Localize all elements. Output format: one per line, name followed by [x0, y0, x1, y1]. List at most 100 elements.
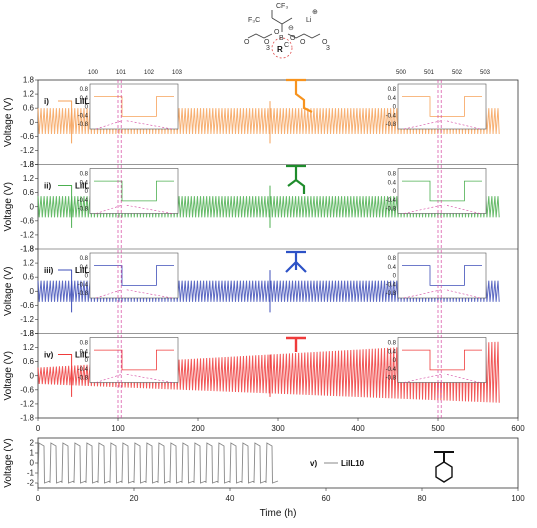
- y-tick-label: -1.2: [20, 230, 34, 239]
- y-tick-label: 1.2: [23, 174, 35, 183]
- y-tick-label: -1: [27, 469, 35, 478]
- inset-connector: [403, 373, 443, 383]
- inset-frame: [89, 83, 179, 130]
- inset-trace: [402, 349, 482, 371]
- inset-x-tick-label: 500: [396, 70, 407, 76]
- inset-y-tick-label: -0.8: [386, 207, 397, 213]
- x-tick-label: 600: [511, 424, 525, 433]
- substituent-icon-v: [434, 451, 454, 483]
- inset-y-tick-label: 0: [393, 189, 397, 195]
- inset-y-tick-label: 0: [85, 274, 89, 280]
- inset-y-tick-label: -0.4: [78, 282, 89, 288]
- inset-connector: [95, 204, 123, 214]
- y-tick-label: 0: [30, 287, 35, 296]
- f3c-label: F₃C: [248, 17, 260, 24]
- y-tick-label: 0.6: [23, 104, 35, 113]
- inset-frame: [397, 337, 487, 383]
- inset-y-tick-label: 0.4: [80, 96, 89, 102]
- inset-y-tick-label: 0.8: [388, 256, 397, 262]
- inset-y-tick-label: 0.8: [80, 256, 89, 262]
- inset-trace: [402, 96, 482, 117]
- inset-x-tick-label: 502: [452, 70, 463, 76]
- inset-y-tick-label: -0.8: [78, 291, 89, 297]
- inset-y-tick-label: 0.4: [80, 349, 89, 355]
- inset-y-tick-label: 0.8: [80, 341, 89, 347]
- inset-y-tick-label: -0.4: [386, 113, 397, 119]
- inset-x-tick-label: 100: [88, 70, 99, 76]
- y-tick-label: 1.8: [23, 329, 35, 338]
- anion-charge: ⊖: [288, 25, 294, 32]
- inset-trace: [402, 265, 482, 286]
- boron-label: B: [279, 35, 284, 42]
- y-tick-label: 2: [30, 439, 35, 448]
- x-tick-label: 500: [431, 424, 445, 433]
- inset-y-tick-label: -0.4: [386, 367, 397, 373]
- inset-y-tick-label: 0: [85, 105, 89, 111]
- oxygen-label: O: [322, 39, 328, 46]
- y-tick-label: 1.2: [23, 343, 35, 352]
- inset-y-tick-label: -0.8: [386, 122, 397, 128]
- inset-y-tick-label: -0.8: [78, 122, 89, 128]
- inset-x-tick-label: 103: [172, 70, 183, 76]
- y-tick-label: -1.8: [20, 160, 34, 169]
- inset-y-tick-label: -0.4: [78, 367, 89, 373]
- inset-frame: [89, 337, 179, 383]
- substituent-icon-iv: [286, 336, 306, 352]
- y-tick-label: -1.2: [20, 315, 34, 324]
- y-tick-label: 0.6: [23, 188, 35, 197]
- inset-x-tick-label: 102: [144, 70, 155, 76]
- inset-y-tick-label: -0.4: [386, 198, 397, 204]
- y-tick-label: 0: [30, 459, 35, 468]
- cf3-label: CF₃: [276, 3, 288, 10]
- y-axis-label: Voltage (V): [3, 351, 14, 400]
- y-tick-label: 0: [30, 371, 35, 380]
- legend-entry: LiIL2: [75, 97, 94, 106]
- inset-y-tick-label: -0.8: [78, 376, 89, 382]
- inset-trace: [94, 96, 174, 117]
- y-tick-label: 1.2: [23, 259, 35, 268]
- y-tick-label: 0.6: [23, 357, 35, 366]
- inset-frame: [397, 252, 487, 299]
- inset-y-tick-label: 0.8: [80, 87, 89, 93]
- inset-connector: [95, 373, 123, 383]
- inset-frame: [89, 252, 179, 299]
- substituent-icon-i: [286, 78, 313, 113]
- inset-y-tick-label: 0: [393, 358, 397, 364]
- inset-frame: [397, 83, 487, 130]
- x-tick-label: 0: [36, 424, 41, 433]
- x-tick-label: 60: [322, 494, 331, 503]
- x-tick-label: 20: [130, 494, 139, 503]
- inset-y-tick-label: 0.4: [80, 180, 89, 186]
- inset-y-tick-label: -0.8: [386, 376, 397, 382]
- inset-y-tick-label: 0.4: [80, 265, 89, 271]
- rc-highlight-circle: [271, 37, 293, 59]
- inset-connector: [403, 204, 443, 214]
- inset-y-tick-label: 0.8: [388, 172, 397, 178]
- y-tick-label: 1.2: [23, 90, 35, 99]
- x-tick-label: 400: [351, 424, 365, 433]
- x-tick-label: 40: [226, 494, 235, 503]
- inset-y-tick-label: 0.4: [388, 96, 397, 102]
- legend-entry: LiIL8: [75, 266, 94, 275]
- inset-y-tick-label: 0.8: [388, 341, 397, 347]
- legend-entry: LiIL9: [75, 351, 94, 360]
- y-tick-label: 1.8: [23, 245, 35, 254]
- inset-connector: [95, 120, 123, 130]
- y-axis-label: Voltage (V): [3, 182, 14, 231]
- y-tick-label: -1.8: [20, 245, 34, 254]
- oxygen-label: O: [274, 29, 280, 36]
- y-tick-label: -1.2: [20, 146, 34, 155]
- inset-frame: [397, 168, 487, 214]
- y-tick-label: -2: [27, 479, 35, 488]
- inset-y-tick-label: -0.8: [78, 207, 89, 213]
- y-tick-label: 1.8: [23, 76, 35, 85]
- inset-y-tick-label: -0.8: [386, 291, 397, 297]
- substituent-icon-ii: [286, 164, 306, 194]
- series-label: iii): [44, 266, 54, 275]
- x-tick-label: 100: [511, 494, 525, 503]
- x-tick-label: 0: [36, 494, 41, 503]
- substituent-chain-ii: [286, 164, 306, 194]
- inset-y-tick-label: 0: [85, 358, 89, 364]
- inset-y-tick-label: 0.4: [388, 265, 397, 271]
